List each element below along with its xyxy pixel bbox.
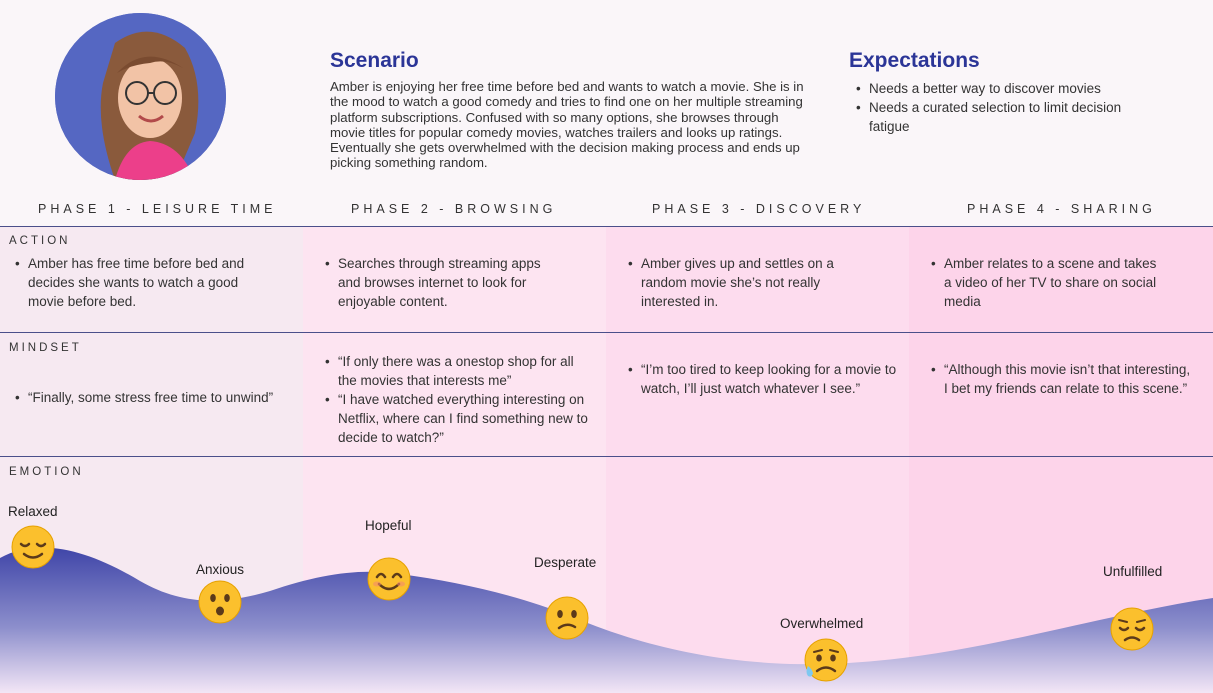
mindset-item: “Finally, some stress free time to unwin… bbox=[15, 388, 300, 407]
divider bbox=[0, 332, 1213, 333]
divider bbox=[0, 456, 1213, 457]
sad-sweat-face-icon bbox=[804, 638, 848, 682]
emotion-label: Desperate bbox=[534, 555, 597, 570]
action-item: Searches through streaming apps and brow… bbox=[325, 254, 545, 311]
relieved-face-icon bbox=[11, 525, 55, 569]
action-item: Amber has free time before bed and decid… bbox=[15, 254, 255, 311]
expectations-list: Needs a better way to discover movies Ne… bbox=[856, 79, 1156, 136]
expectation-item: Needs a better way to discover movies bbox=[856, 79, 1156, 98]
confused-face-icon bbox=[545, 596, 589, 640]
mindset-cell-1: “Finally, some stress free time to unwin… bbox=[15, 388, 300, 407]
mindset-item: “I’m too tired to keep looking for a mov… bbox=[628, 360, 900, 398]
mindset-item: “I have watched everything interesting o… bbox=[325, 390, 595, 447]
action-cell-1: Amber has free time before bed and decid… bbox=[15, 254, 255, 311]
expectation-item: Needs a curated selection to limit decis… bbox=[856, 98, 1156, 136]
mindset-item: “Although this movie isn’t that interest… bbox=[931, 360, 1196, 398]
pensive-face-icon bbox=[1110, 607, 1154, 651]
emotion-curve bbox=[0, 547, 1213, 693]
action-cell-4: Amber relates to a scene and takes a vid… bbox=[931, 254, 1161, 311]
emotion-label: Anxious bbox=[196, 562, 245, 577]
mindset-item: “If only there was a onestop shop for al… bbox=[325, 352, 595, 390]
action-cell-3: Amber gives up and settles on a random m… bbox=[628, 254, 868, 311]
hushed-face-icon bbox=[198, 580, 242, 624]
mindset-cell-4: “Although this movie isn’t that interest… bbox=[931, 360, 1196, 398]
phase-4-header: PHASE 4 - SHARING bbox=[967, 202, 1156, 216]
mindset-cell-2: “If only there was a onestop shop for al… bbox=[325, 352, 595, 447]
emotion-label: Unfulfilled bbox=[1103, 564, 1163, 579]
phase-3-header: PHASE 3 - DISCOVERY bbox=[652, 202, 866, 216]
phase-2-header: PHASE 2 - BROWSING bbox=[351, 202, 557, 216]
emotion-label: Overwhelmed bbox=[780, 616, 864, 631]
action-cell-2: Searches through streaming apps and brow… bbox=[325, 254, 545, 311]
persona-avatar bbox=[55, 13, 226, 180]
action-item: Amber gives up and settles on a random m… bbox=[628, 254, 868, 311]
divider bbox=[0, 226, 1213, 227]
phase-1-header: PHASE 1 - LEISURE TIME bbox=[38, 202, 277, 216]
expectations-title: Expectations bbox=[849, 49, 980, 72]
scenario-body: Amber is enjoying her free time before b… bbox=[330, 79, 804, 171]
smiling-face-icon bbox=[367, 557, 411, 601]
emotion-label: Relaxed bbox=[8, 504, 58, 519]
mindset-row-label: MINDSET bbox=[9, 342, 82, 354]
scenario-title: Scenario bbox=[330, 49, 419, 72]
action-row-label: ACTION bbox=[9, 235, 71, 247]
emotion-label: Hopeful bbox=[365, 518, 412, 533]
mindset-cell-3: “I’m too tired to keep looking for a mov… bbox=[628, 360, 900, 398]
action-item: Amber relates to a scene and takes a vid… bbox=[931, 254, 1161, 311]
emotion-row-label: EMOTION bbox=[9, 466, 84, 478]
